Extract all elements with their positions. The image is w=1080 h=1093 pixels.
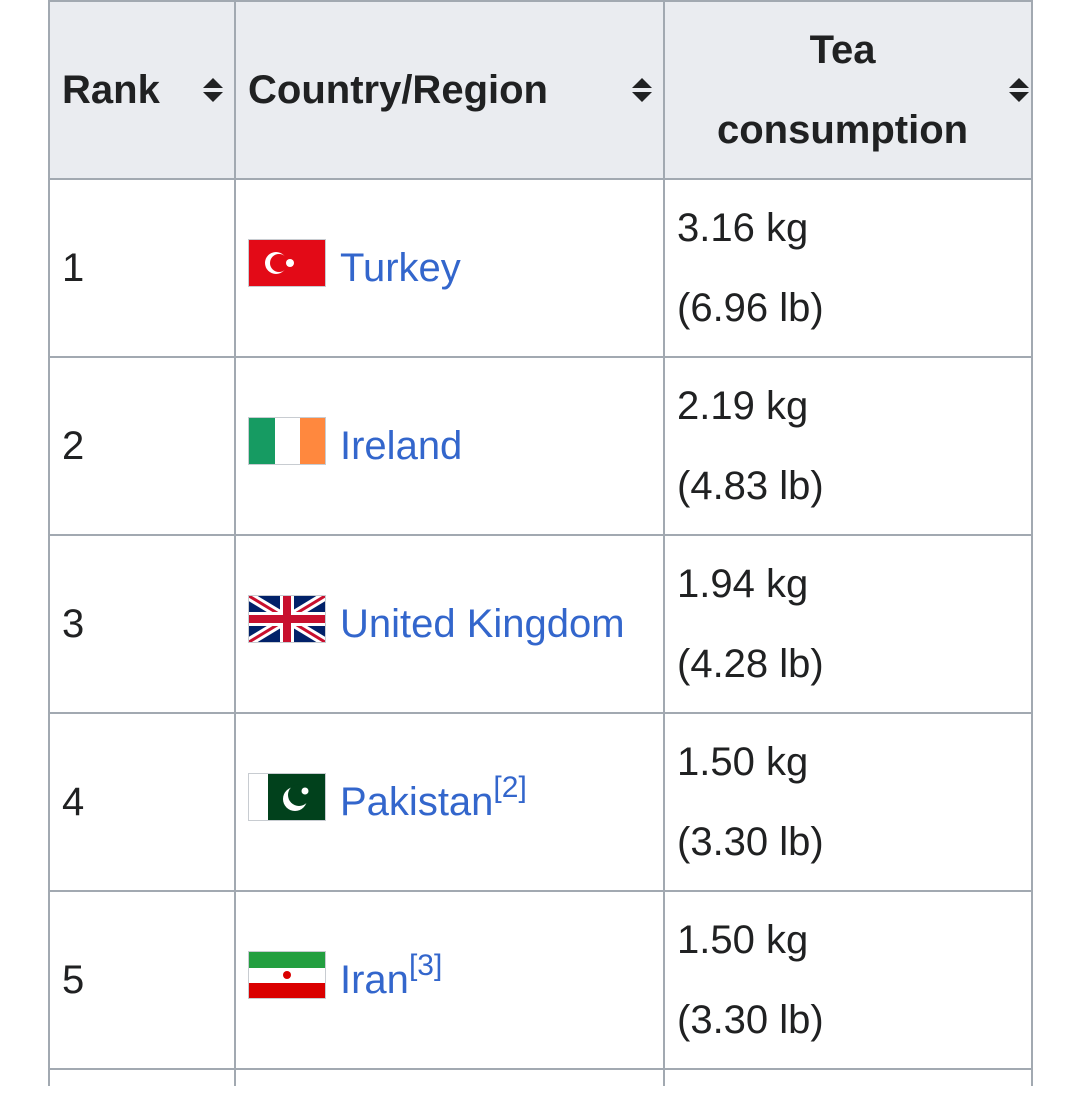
- tea-kg: 1.94 kg: [677, 562, 809, 606]
- flag: [248, 417, 326, 465]
- tea-lb: (4.28 lb): [677, 642, 824, 686]
- reference-link[interactable]: [2]: [493, 770, 527, 804]
- header-row: Rank Country/Region Tea consumption: [48, 0, 1033, 180]
- header-text: Tea consumption: [717, 28, 969, 152]
- tea-kg: 1.50 kg: [677, 740, 809, 784]
- country-cell: Pakistan[2]: [234, 712, 665, 892]
- flag: [246, 592, 328, 646]
- header-cell[interactable]: Country/Region: [234, 0, 665, 180]
- country-link[interactable]: Iran: [340, 958, 409, 1002]
- country-link[interactable]: Turkey: [340, 246, 461, 290]
- tea-lb: (6.96 lb): [677, 286, 824, 330]
- table-row: 4 Pakistan[2] 1.50 kg (3.30 lb): [48, 712, 1033, 892]
- empty-cell: [234, 1068, 665, 1086]
- flag: [248, 951, 326, 999]
- country-link[interactable]: United Kingdom: [340, 602, 625, 646]
- tea-table: Rank Country/Region Tea consumption 1 Tu…: [48, 0, 1033, 1086]
- table-row: 1 Turkey 3.16 kg (6.96 lb): [48, 178, 1033, 358]
- tea-lb: (3.30 lb): [677, 998, 824, 1042]
- header-cell[interactable]: Tea consumption: [663, 0, 1033, 180]
- tea-cell: 1.50 kg (3.30 lb): [663, 712, 1033, 892]
- rank-cell: 3: [48, 534, 236, 714]
- header-text: Rank: [62, 68, 160, 112]
- tea-lb: (3.30 lb): [677, 820, 824, 864]
- sort-icon[interactable]: [631, 76, 653, 104]
- flag: [248, 773, 326, 821]
- tea-cell: 3.16 kg (6.96 lb): [663, 178, 1033, 358]
- empty-cell: [663, 1068, 1033, 1086]
- tea-kg: 3.16 kg: [677, 206, 809, 250]
- country-cell: Iran[3]: [234, 890, 665, 1070]
- rank-cell: 5: [48, 890, 236, 1070]
- flag: [248, 239, 326, 287]
- table-row: 5 Iran[3] 1.50 kg (3.30 lb): [48, 890, 1033, 1070]
- table-row: [48, 1068, 1033, 1086]
- tea-lb: (4.83 lb): [677, 464, 824, 508]
- reference-link[interactable]: [3]: [408, 948, 443, 982]
- country-cell: Ireland: [234, 356, 665, 536]
- rank-cell: 2: [48, 356, 236, 536]
- tea-kg: 1.50 kg: [677, 918, 809, 962]
- country-cell: United Kingdom: [234, 534, 665, 714]
- table-row: 2 Ireland 2.19 kg (4.83 lb): [48, 356, 1033, 536]
- tea-cell: 1.94 kg (4.28 lb): [663, 534, 1033, 714]
- country-link[interactable]: Pakistan: [340, 780, 494, 824]
- rank-cell: 4: [48, 712, 236, 892]
- country-cell: Turkey: [234, 178, 665, 358]
- tea-cell: 1.50 kg (3.30 lb): [663, 890, 1033, 1070]
- empty-cell: [48, 1068, 236, 1086]
- header-text: Country/Region: [248, 68, 548, 112]
- rank-cell: 1: [48, 178, 236, 358]
- sort-icon[interactable]: [202, 76, 224, 104]
- tea-cell: 2.19 kg (4.83 lb): [663, 356, 1033, 536]
- sort-icon[interactable]: [1008, 76, 1030, 104]
- tea-kg: 2.19 kg: [677, 384, 809, 428]
- header-cell[interactable]: Rank: [48, 0, 236, 180]
- country-link[interactable]: Ireland: [340, 424, 463, 468]
- table-row: 3 United Kingdom 1.94 kg (4.28 lb): [48, 534, 1033, 714]
